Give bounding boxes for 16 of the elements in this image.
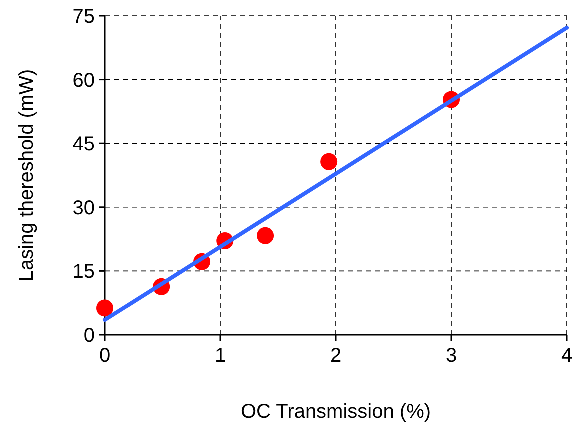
- y-tick-label: 15: [72, 261, 95, 284]
- x-tick-label: 3: [446, 345, 458, 367]
- y-tick-label: 30: [72, 197, 95, 220]
- point: [96, 300, 114, 317]
- x-tick-label: 2: [330, 345, 342, 367]
- x-tick-label: 4: [561, 345, 573, 367]
- y-tick-label: 75: [72, 6, 95, 28]
- y-axis-title: Lasing thereshold (mW): [16, 69, 38, 282]
- y-tick-label: 0: [84, 325, 95, 347]
- point: [320, 153, 338, 170]
- y-tick-label: 60: [72, 70, 95, 92]
- x-axis-title: OC Transmission (%): [240, 401, 432, 423]
- x-tick-label: 0: [99, 345, 111, 367]
- x-tick-label: 1: [214, 345, 226, 367]
- y-tick-label: 45: [72, 134, 95, 156]
- point: [257, 227, 274, 244]
